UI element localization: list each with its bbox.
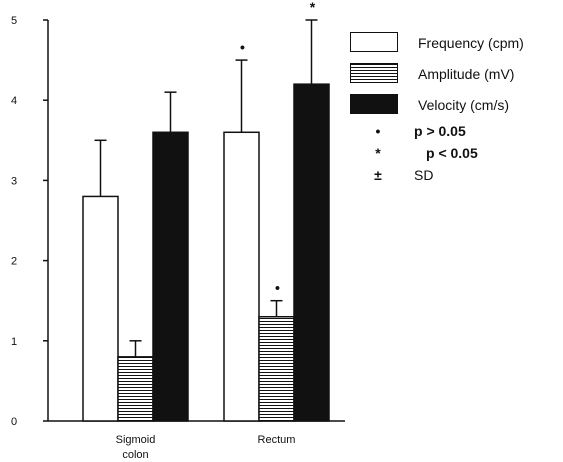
- bar: [258, 315, 295, 422]
- note-sd: ± SD: [350, 165, 555, 187]
- note-text: SD: [414, 167, 434, 183]
- y-tick-label: 1: [11, 336, 17, 348]
- legend-swatch-open: [350, 32, 398, 52]
- significance-mark: •: [240, 39, 245, 55]
- category-label: colon: [122, 449, 148, 461]
- legend-label: Frequency (cpm): [418, 35, 524, 51]
- significance-mark: *: [310, 0, 316, 15]
- significance-mark: •: [275, 280, 280, 296]
- note-text: p > 0.05: [414, 123, 466, 139]
- note-text: p < 0.05: [426, 145, 478, 161]
- bars: • • *: [82, 0, 330, 422]
- category-label: Rectum: [258, 434, 296, 446]
- legend-item-amplitude: Amplitude (mV): [350, 59, 555, 90]
- y-tick-label: 4: [11, 95, 17, 107]
- x-labels: Sigmoid colon Rectum: [116, 434, 296, 461]
- bar: [293, 83, 330, 422]
- category-label: Sigmoid: [116, 434, 156, 446]
- bar: [223, 131, 260, 422]
- y-ticks: 0 1 2 3 4 5: [11, 15, 48, 428]
- legend-label: Amplitude (mV): [418, 66, 515, 82]
- legend: Frequency (cpm) Amplitude (mV) Velocity …: [350, 28, 555, 187]
- bar: [117, 356, 154, 422]
- legend-label: Velocity (cm/s): [418, 97, 510, 113]
- note-symbol: ±: [374, 167, 382, 183]
- y-tick-label: 3: [11, 175, 17, 187]
- note-p-greater: • p > 0.05: [350, 121, 555, 143]
- y-tick-label: 2: [11, 256, 17, 268]
- y-tick-label: 0: [11, 416, 17, 428]
- legend-item-frequency: Frequency (cpm): [350, 28, 555, 59]
- note-symbol: *: [375, 145, 381, 161]
- bar: [152, 131, 189, 422]
- bar: [82, 195, 119, 422]
- y-tick-label: 5: [11, 15, 17, 27]
- legend-swatch-hatched: [350, 63, 398, 83]
- note-symbol: •: [375, 123, 381, 139]
- note-p-less: * p < 0.05: [350, 143, 555, 165]
- legend-item-velocity: Velocity (cm/s): [350, 90, 555, 121]
- legend-swatch-solid: [350, 94, 398, 114]
